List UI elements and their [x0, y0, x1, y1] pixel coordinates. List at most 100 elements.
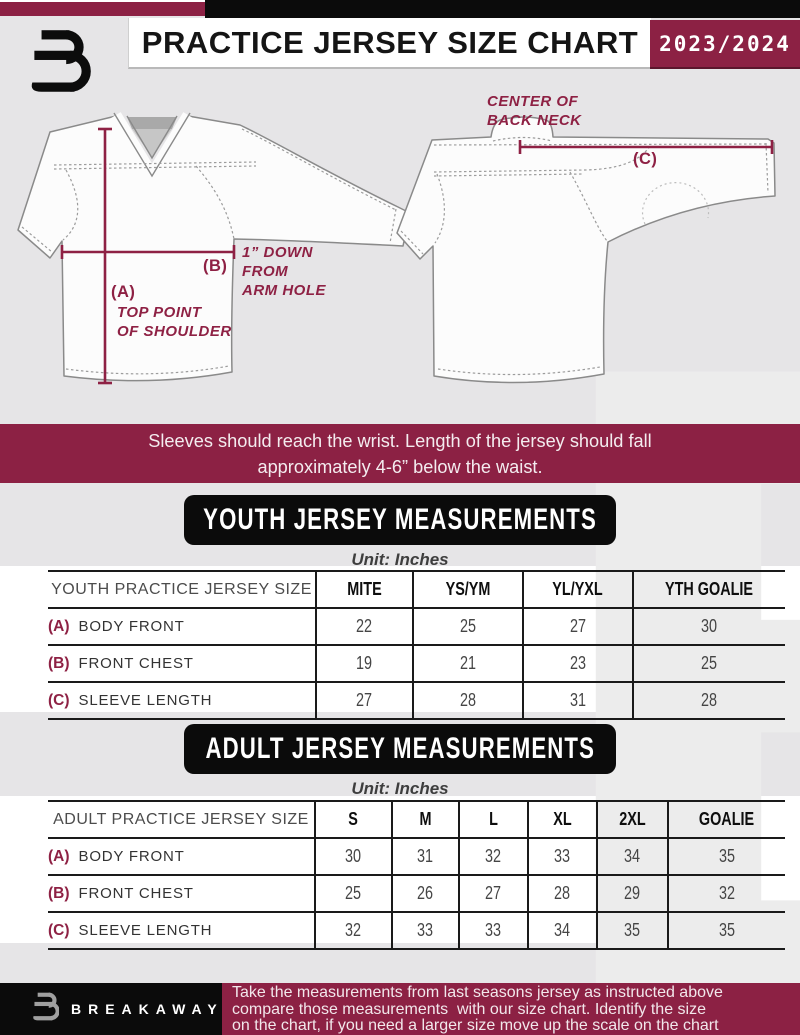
cell: 27: [315, 681, 413, 720]
cell: 27: [458, 874, 528, 912]
youth-col-ysym: YS/YM: [412, 570, 523, 608]
label-b-line3: ARM HOLE: [241, 282, 326, 299]
top-maroon-strip: [0, 2, 205, 16]
footer-line1: Take the measurements from last seasons …: [232, 984, 723, 1001]
cell: 28: [412, 681, 523, 720]
youth-col-mite: MITE: [315, 570, 413, 608]
row-key: (A): [48, 617, 70, 635]
cell: 26: [391, 874, 459, 912]
adult-header-size-label: ADULT PRACTICE JERSEY SIZE: [48, 800, 315, 838]
cell: 35: [596, 911, 668, 950]
row-label: SLEEVE LENGTH: [78, 921, 213, 939]
cell: 31: [391, 837, 459, 875]
cell: 21: [412, 644, 523, 682]
label-c-line2: BACK NECK: [487, 112, 582, 129]
measurement-lines-back: [518, 140, 774, 154]
youth-col-goalie: YTH GOALIE: [632, 570, 785, 608]
season-label: 2023/2024: [659, 31, 791, 56]
cell: 33: [391, 911, 459, 950]
page-title: PRACTICE JERSEY SIZE CHART: [141, 24, 639, 60]
adult-col-s: S: [314, 800, 392, 838]
cell: 32: [458, 837, 528, 875]
back-jersey-drawing: (C) CENTER OF BACK NECK: [396, 93, 776, 384]
youth-header-row: YOUTH PRACTICE JERSEY SIZE MITE YS/YM YL…: [48, 570, 785, 608]
breakaway-b-logo-icon: [22, 22, 96, 105]
cell: 19: [315, 644, 413, 682]
label-a-line2: OF SHOULDER: [117, 323, 232, 340]
cell: 28: [527, 874, 597, 912]
label-c-line1: CENTER OF: [487, 93, 579, 110]
label-a-line1: TOP POINT: [117, 304, 203, 321]
row-key: (B): [48, 884, 70, 902]
row-key: (C): [48, 921, 70, 939]
adult-table-wrap: ADULT PRACTICE JERSEY SIZE S M L XL 2XL …: [0, 800, 800, 950]
label-b-tag: (B): [203, 257, 227, 275]
fit-note-line1: Sleeves should reach the wrist. Length o…: [148, 430, 652, 451]
jersey-measurement-diagram: (B) 1” DOWN FROM ARM HOLE (A) TOP POINT …: [17, 93, 776, 385]
adult-unit-label: Unit: Inches: [351, 779, 449, 798]
footer-line3: on the chart, if you need a larger size …: [232, 1017, 719, 1035]
row-label: FRONT CHEST: [78, 884, 194, 902]
cell: 30: [314, 837, 392, 875]
adult-col-xl: XL: [527, 800, 597, 838]
footer-instructions: Take the measurements from last seasons …: [222, 983, 800, 1035]
cell: 23: [522, 644, 633, 682]
label-b-line1: 1” DOWN: [242, 244, 314, 261]
youth-table-wrap: YOUTH PRACTICE JERSEY SIZE MITE YS/YM YL…: [0, 570, 800, 720]
row-label: BODY FRONT: [78, 617, 185, 635]
fit-note-line2: approximately 4-6” below the waist.: [257, 456, 543, 477]
adult-row-body-front: (A) BODY FRONT 30 31 32 33 34 35: [48, 837, 785, 875]
front-jersey-drawing: (B) 1” DOWN FROM ARM HOLE (A) TOP POINT …: [17, 112, 411, 385]
top-black-strip: [205, 0, 800, 18]
cell: 32: [667, 874, 785, 912]
cell: 25: [412, 607, 523, 645]
label-b-line2: FROM: [242, 263, 288, 280]
cell: 35: [667, 911, 785, 950]
adult-col-m: M: [391, 800, 459, 838]
label-c-tag: (C): [633, 150, 657, 168]
adult-col-goalie: GOALIE: [667, 800, 785, 838]
row-label: BODY FRONT: [78, 847, 185, 865]
measurement-lines-front: [60, 127, 236, 385]
youth-row-front-chest: (B) FRONT CHEST 19 21 23 25: [48, 644, 785, 682]
cell: 22: [315, 607, 413, 645]
adult-header-row: ADULT PRACTICE JERSEY SIZE S M L XL 2XL …: [48, 800, 785, 838]
cell: 34: [527, 911, 597, 950]
adult-col-2xl: 2XL: [596, 800, 668, 838]
cell: 27: [522, 607, 633, 645]
youth-heading-bar: YOUTH JERSEY MEASUREMENTS: [184, 495, 616, 545]
youth-unit-label: Unit: Inches: [351, 550, 449, 569]
youth-col-ylyxl: YL/YXL: [522, 570, 633, 608]
top-white-sliver: [0, 0, 205, 2]
youth-section-header: YOUTH JERSEY MEASUREMENTS Unit: Inches: [0, 483, 800, 569]
cell: 30: [632, 607, 785, 645]
footer: BREAKAWAY Take the measurements from las…: [0, 983, 800, 1035]
adult-col-l: L: [458, 800, 528, 838]
row-label: SLEEVE LENGTH: [78, 691, 213, 709]
youth-size-table: YOUTH PRACTICE JERSEY SIZE MITE YS/YM YL…: [48, 570, 785, 720]
youth-heading: YOUTH JERSEY MEASUREMENTS: [203, 503, 597, 536]
cell: 31: [522, 681, 633, 720]
footer-brand-block: BREAKAWAY: [0, 983, 222, 1035]
footer-line2: compare those measurements with our size…: [232, 1000, 706, 1018]
cell: 25: [314, 874, 392, 912]
row-key: (B): [48, 654, 70, 672]
title-bar: PRACTICE JERSEY SIZE CHART: [128, 18, 651, 69]
season-badge: 2023/2024: [650, 20, 800, 69]
adult-section-header: ADULT JERSEY MEASUREMENTS Unit: Inches: [0, 712, 800, 798]
youth-row-sleeve-length: (C) SLEEVE LENGTH 27 28 31 28: [48, 681, 785, 720]
row-key: (A): [48, 847, 70, 865]
cell: 25: [632, 644, 785, 682]
adult-heading-bar: ADULT JERSEY MEASUREMENTS: [184, 724, 616, 774]
adult-row-front-chest: (B) FRONT CHEST 25 26 27 28 29 32: [48, 874, 785, 912]
cell: 29: [596, 874, 668, 912]
row-label: FRONT CHEST: [78, 654, 194, 672]
youth-header-size-label: YOUTH PRACTICE JERSEY SIZE: [48, 570, 316, 608]
brand-wordmark: BREAKAWAY: [71, 1001, 224, 1017]
row-key: (C): [48, 691, 70, 709]
cell: 33: [458, 911, 528, 950]
adult-heading: ADULT JERSEY MEASUREMENTS: [205, 732, 595, 765]
adult-row-sleeve-length: (C) SLEEVE LENGTH 32 33 33 34 35 35: [48, 911, 785, 950]
fit-note-banner: Sleeves should reach the wrist. Length o…: [0, 424, 800, 483]
